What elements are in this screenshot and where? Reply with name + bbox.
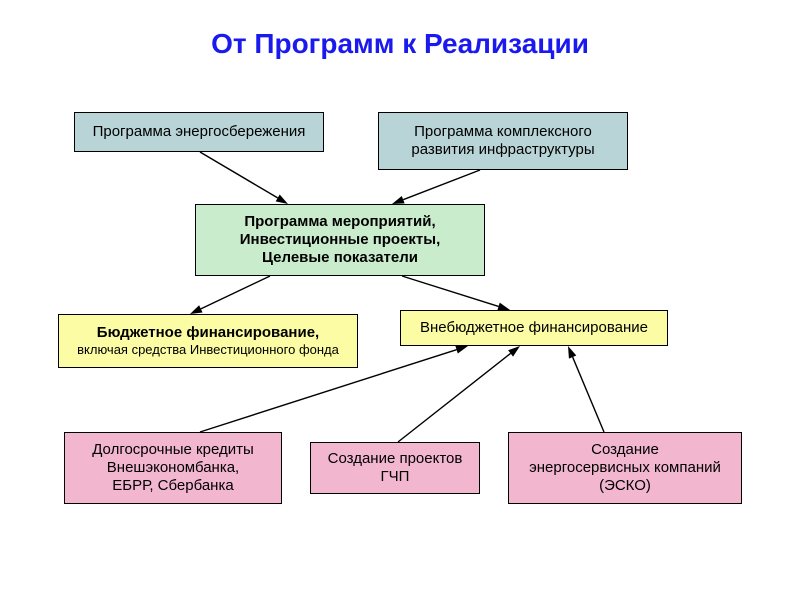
arrows-layer: [0, 0, 800, 600]
node-n5: Внебюджетное финансирование: [400, 310, 668, 346]
node-n7-line: Создание проектов: [328, 450, 463, 468]
diagram-title: От Программ к Реализации: [0, 28, 800, 60]
node-n2-line: развития инфраструктуры: [411, 141, 594, 159]
node-n1-line: Программа энергосбережения: [93, 123, 306, 141]
node-n6: Долгосрочные кредитыВнешэкономбанка,ЕБРР…: [64, 432, 282, 504]
node-n2: Программа комплексногоразвития инфрастру…: [378, 112, 628, 170]
node-n7-line: ГЧП: [381, 468, 410, 486]
node-n4-line: Бюджетное финансирование,: [97, 324, 319, 342]
node-n6-line: Долгосрочные кредиты: [92, 441, 254, 459]
node-n3: Программа мероприятий,Инвестиционные про…: [195, 204, 485, 276]
node-n5-line: Внебюджетное финансирование: [420, 319, 648, 337]
node-n2-line: Программа комплексного: [414, 123, 592, 141]
node-n8-line: Создание: [591, 441, 659, 459]
node-n3-line: Программа мероприятий,: [244, 213, 435, 231]
node-n3-line: Инвестиционные проекты,: [240, 231, 441, 249]
node-n6-line: ЕБРР, Сбербанка: [112, 477, 233, 495]
node-n4-line: включая средства Инвестиционного фонда: [77, 342, 339, 358]
node-n1: Программа энергосбережения: [74, 112, 324, 152]
node-n7: Создание проектовГЧП: [310, 442, 480, 494]
node-n8-line: (ЭСКО): [599, 477, 651, 495]
diagram-canvas: От Программ к Реализации Программа энерг…: [0, 0, 800, 600]
node-n8: Созданиеэнергосервисных компаний(ЭСКО): [508, 432, 742, 504]
node-n6-line: Внешэкономбанка,: [107, 459, 239, 477]
node-n8-line: энергосервисных компаний: [529, 459, 721, 477]
node-n4: Бюджетное финансирование,включая средств…: [58, 314, 358, 368]
node-n3-line: Целевые показатели: [262, 249, 418, 267]
